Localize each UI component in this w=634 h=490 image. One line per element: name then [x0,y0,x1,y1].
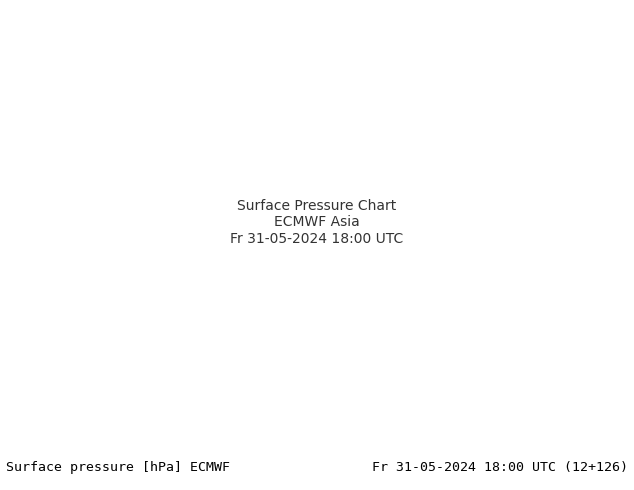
Text: Fr 31-05-2024 18:00 UTC (12+126): Fr 31-05-2024 18:00 UTC (12+126) [372,461,628,474]
Text: Surface Pressure Chart
ECMWF Asia
Fr 31-05-2024 18:00 UTC: Surface Pressure Chart ECMWF Asia Fr 31-… [230,199,404,245]
Text: Surface pressure [hPa] ECMWF: Surface pressure [hPa] ECMWF [6,461,230,474]
